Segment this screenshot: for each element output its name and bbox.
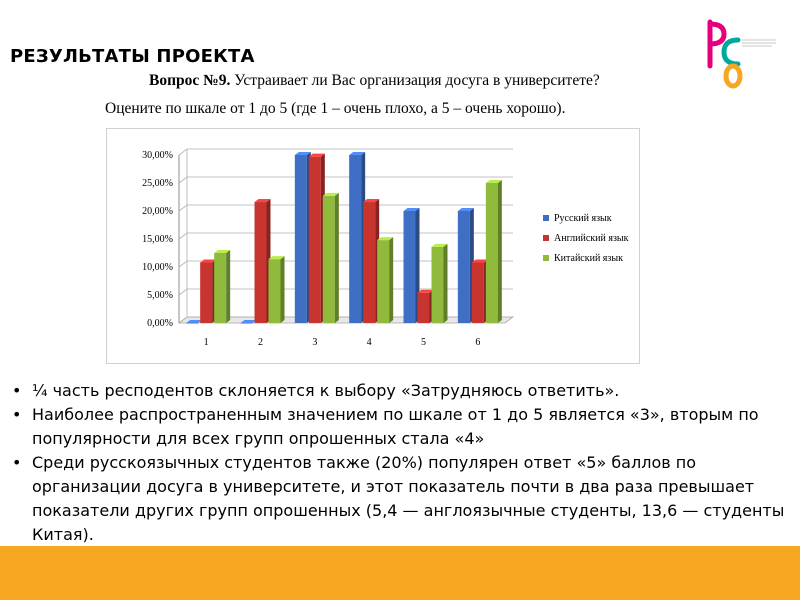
bullet-list: • ¼ часть респодентов склоняется к выбору… <box>12 379 792 547</box>
bar <box>294 155 307 323</box>
bar <box>431 246 444 323</box>
bullet-marker: • <box>12 405 22 424</box>
y-tick-label: 10,00% <box>142 262 173 273</box>
bar-top <box>214 250 231 253</box>
legend-swatch <box>543 215 549 221</box>
bullet-text: Среди русскоязычных студентов также (20%… <box>32 453 785 544</box>
bar-top <box>200 259 217 263</box>
y-tick-label: 0,00% <box>147 318 173 329</box>
gridline <box>178 204 513 212</box>
bar-side <box>226 250 231 323</box>
legend-swatch <box>543 235 549 241</box>
bar-top <box>403 208 420 211</box>
bar <box>471 262 484 323</box>
legend-swatch <box>543 255 549 261</box>
bar-side <box>443 243 448 323</box>
bullet-marker: • <box>12 453 22 472</box>
bar-top <box>294 152 311 155</box>
bar-top <box>471 259 488 263</box>
bar-side <box>497 180 502 323</box>
bar-top <box>322 192 339 196</box>
gridline <box>178 176 513 184</box>
x-tick-label: 4 <box>367 337 372 348</box>
bar <box>200 262 213 323</box>
x-tick-label: 2 <box>258 337 263 348</box>
bar <box>254 202 267 323</box>
bar <box>403 211 416 323</box>
bullet-item: • Наиболее распространенным значением по … <box>12 403 792 451</box>
question-text: Устраивает ли Вас организация досуга в у… <box>230 72 600 89</box>
y-tick-label: 20,00% <box>142 206 173 217</box>
bottom-accent-bar <box>0 546 800 600</box>
scale-instruction: Оцените по шкале от 1 до 5 (где 1 – очен… <box>105 100 566 117</box>
y-tick-label: 15,00% <box>142 234 173 245</box>
x-tick-label: 1 <box>204 337 209 348</box>
bullet-marker: • <box>12 381 22 400</box>
bar-top <box>377 237 394 241</box>
bar-top <box>349 152 366 155</box>
bar-side <box>334 192 339 323</box>
bar-top <box>417 289 434 293</box>
legend-label: Русский язык <box>554 213 612 224</box>
x-tick-label: 6 <box>475 337 480 348</box>
legend-label: Китайский язык <box>554 253 623 264</box>
bullet-item: • ¼ часть респодентов склоняется к выбору… <box>12 379 792 403</box>
bar-top <box>240 320 257 323</box>
chart-frame: 0,00% 5,00% 10,00% 15,00% 20,00% 25,00% 30,00%… <box>106 128 640 364</box>
x-tick-label: 3 <box>312 337 317 348</box>
bar-top <box>457 208 474 211</box>
gridline <box>178 148 513 156</box>
bar <box>322 195 335 323</box>
bar-side <box>389 237 394 323</box>
bar <box>214 253 227 323</box>
bar-top <box>268 256 285 260</box>
bar-side <box>280 256 285 323</box>
bar <box>349 155 362 323</box>
bar-top <box>485 180 502 183</box>
bar <box>240 323 253 324</box>
bar-top <box>363 199 380 203</box>
x-tick-label: 5 <box>421 337 426 348</box>
y-tick-label: 25,00% <box>142 178 173 189</box>
y-tick-label: 30,00% <box>142 150 173 161</box>
bar-top <box>308 153 325 157</box>
bar-top <box>254 199 271 203</box>
bar <box>186 323 199 324</box>
bar <box>457 211 470 323</box>
bar-top <box>431 243 448 247</box>
bullet-text: ¼ часть респодентов склоняется к выбору … <box>32 381 620 400</box>
bar <box>268 259 281 323</box>
rso-logo <box>707 19 776 89</box>
slide-title: РЕЗУЛЬТАТЫ ПРОЕКТА <box>10 46 255 67</box>
bar-top <box>186 320 203 323</box>
bar <box>485 183 498 323</box>
legend-label: Английский язык <box>554 233 629 244</box>
bar <box>417 292 430 323</box>
question-title: Вопрос №9. Устраивает ли Вас организация… <box>149 72 600 90</box>
bar <box>377 240 390 323</box>
question-number: Вопрос №9. <box>149 72 231 89</box>
bar <box>308 156 321 323</box>
bar <box>363 202 376 323</box>
bullet-text: Наиболее распространенным значением по ш… <box>32 405 759 448</box>
bar-chart: 0,00% 5,00% 10,00% 15,00% 20,00% 25,00% 30,00%… <box>142 148 629 348</box>
y-tick-label: 5,00% <box>147 290 173 301</box>
bullet-item: • Среди русскоязычных студентов также (20… <box>12 451 792 547</box>
